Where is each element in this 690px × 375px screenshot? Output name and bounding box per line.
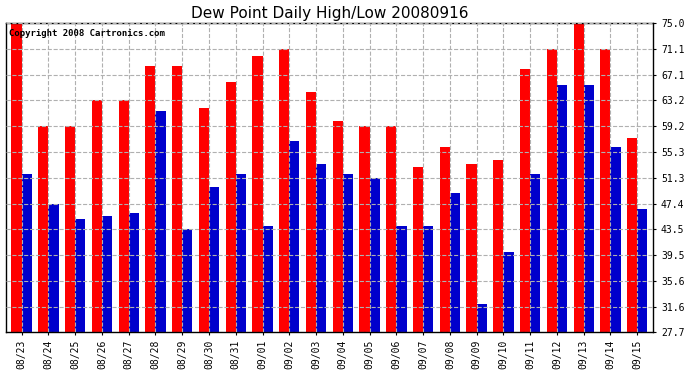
Bar xyxy=(182,229,193,332)
Bar xyxy=(146,66,155,332)
Bar xyxy=(253,56,262,332)
Bar xyxy=(343,174,353,332)
Bar xyxy=(396,226,406,332)
Bar xyxy=(316,164,326,332)
Bar xyxy=(279,49,289,332)
Bar xyxy=(413,167,423,332)
Bar xyxy=(520,69,530,332)
Bar xyxy=(155,111,166,332)
Bar xyxy=(493,160,504,332)
Bar xyxy=(48,204,59,332)
Bar xyxy=(611,147,620,332)
Bar xyxy=(557,85,567,332)
Bar xyxy=(359,126,370,332)
Bar xyxy=(306,92,316,332)
Bar xyxy=(423,226,433,332)
Bar xyxy=(209,187,219,332)
Bar xyxy=(128,213,139,332)
Bar xyxy=(333,121,343,332)
Bar xyxy=(262,226,273,332)
Text: Copyright 2008 Cartronics.com: Copyright 2008 Cartronics.com xyxy=(9,29,165,38)
Bar xyxy=(627,138,638,332)
Bar xyxy=(386,126,396,332)
Bar xyxy=(504,252,513,332)
Bar xyxy=(75,219,86,332)
Bar xyxy=(638,210,647,332)
Bar xyxy=(236,174,246,332)
Bar xyxy=(102,216,112,332)
Bar xyxy=(172,66,182,332)
Bar xyxy=(466,164,477,332)
Bar xyxy=(477,304,487,332)
Bar xyxy=(584,85,594,332)
Bar xyxy=(289,141,299,332)
Bar xyxy=(450,193,460,332)
Bar xyxy=(199,108,209,332)
Bar xyxy=(12,23,21,332)
Bar xyxy=(21,174,32,332)
Bar xyxy=(65,126,75,332)
Bar xyxy=(440,147,450,332)
Bar xyxy=(600,49,611,332)
Bar xyxy=(92,100,102,332)
Title: Dew Point Daily High/Low 20080916: Dew Point Daily High/Low 20080916 xyxy=(190,6,469,21)
Bar xyxy=(546,49,557,332)
Bar xyxy=(38,126,48,332)
Bar xyxy=(530,174,540,332)
Bar xyxy=(370,178,380,332)
Bar xyxy=(226,82,236,332)
Bar xyxy=(119,100,128,332)
Bar xyxy=(573,23,584,332)
